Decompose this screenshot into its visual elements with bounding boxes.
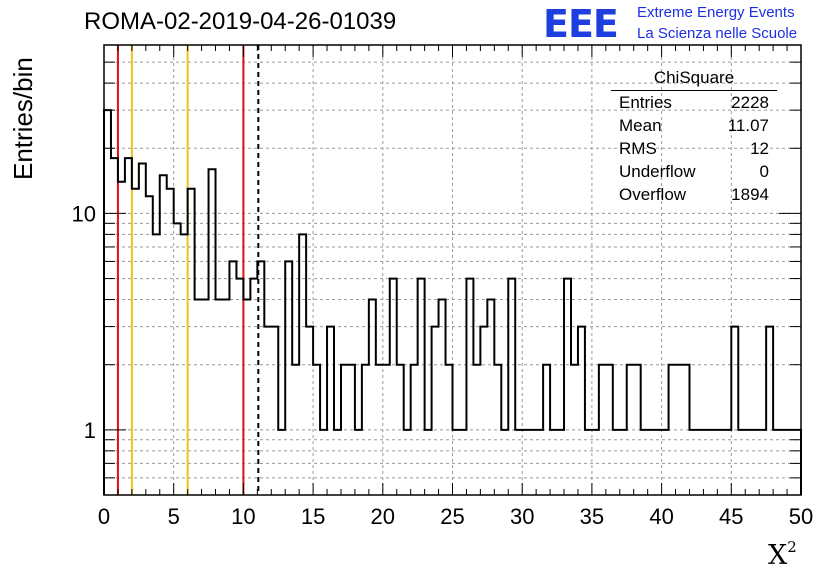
y-tick-label: 1 [84,418,96,443]
stats-row-rms: RMS 12 [611,137,777,160]
stats-row-underflow: Underflow 0 [611,160,777,183]
x-tick-label: 45 [719,504,743,529]
stats-row-overflow: Overflow 1894 [611,183,777,206]
eee-logo: EEE [543,2,619,46]
x-tick-label: 40 [649,504,673,529]
x-tick-label: 15 [301,504,325,529]
stats-title: ChiSquare [611,66,777,91]
x-axis-label: X2 [768,538,797,571]
stats-label: Underflow [619,162,696,181]
stats-box: ChiSquare Entries 2228 Mean 11.07 RMS 12 Un… [611,66,777,206]
org-name: Extreme Energy Events [637,4,795,21]
chart-title: ROMA-02-2019-04-26-01039 [84,8,397,35]
stats-label: Entries [619,93,672,112]
x-tick-label: 25 [440,504,464,529]
stats-label: Mean [619,116,662,135]
x-tick-label: 5 [168,504,180,529]
logo-text: EEE [543,2,619,46]
stats-value: 12 [750,139,769,158]
histogram [103,109,802,495]
x-tick-label: 20 [371,504,395,529]
marker-lines [116,45,260,495]
stats-label: RMS [619,139,657,158]
stats-value: 0 [759,162,769,181]
x-axis-label-symbol: X [768,540,788,571]
org-tagline: La Scienza nelle Scuole [637,25,798,42]
histogram-outline [103,109,802,495]
stats-row-mean: Mean 11.07 [611,114,777,137]
stats-value: 1894 [731,185,769,204]
x-tick-label: 50 [789,504,813,529]
x-tick-label: 30 [510,504,534,529]
x-tick-label: 35 [580,504,604,529]
stats-label: Overflow [619,185,687,204]
axes: 0 5 10 15 20 25 30 35 40 45 50 1 10 [72,44,813,529]
y-tick-label: 10 [72,201,96,226]
stats-value: 11.07 [727,116,769,135]
x-tick-label: 10 [231,504,255,529]
stats-value: 2228 [731,93,769,112]
stats-row-entries: Entries 2228 [611,91,777,114]
y-axis-label: Entries/bin [8,57,38,180]
x-tick-label: 0 [98,504,110,529]
x-axis-label-exponent: 2 [787,538,797,556]
